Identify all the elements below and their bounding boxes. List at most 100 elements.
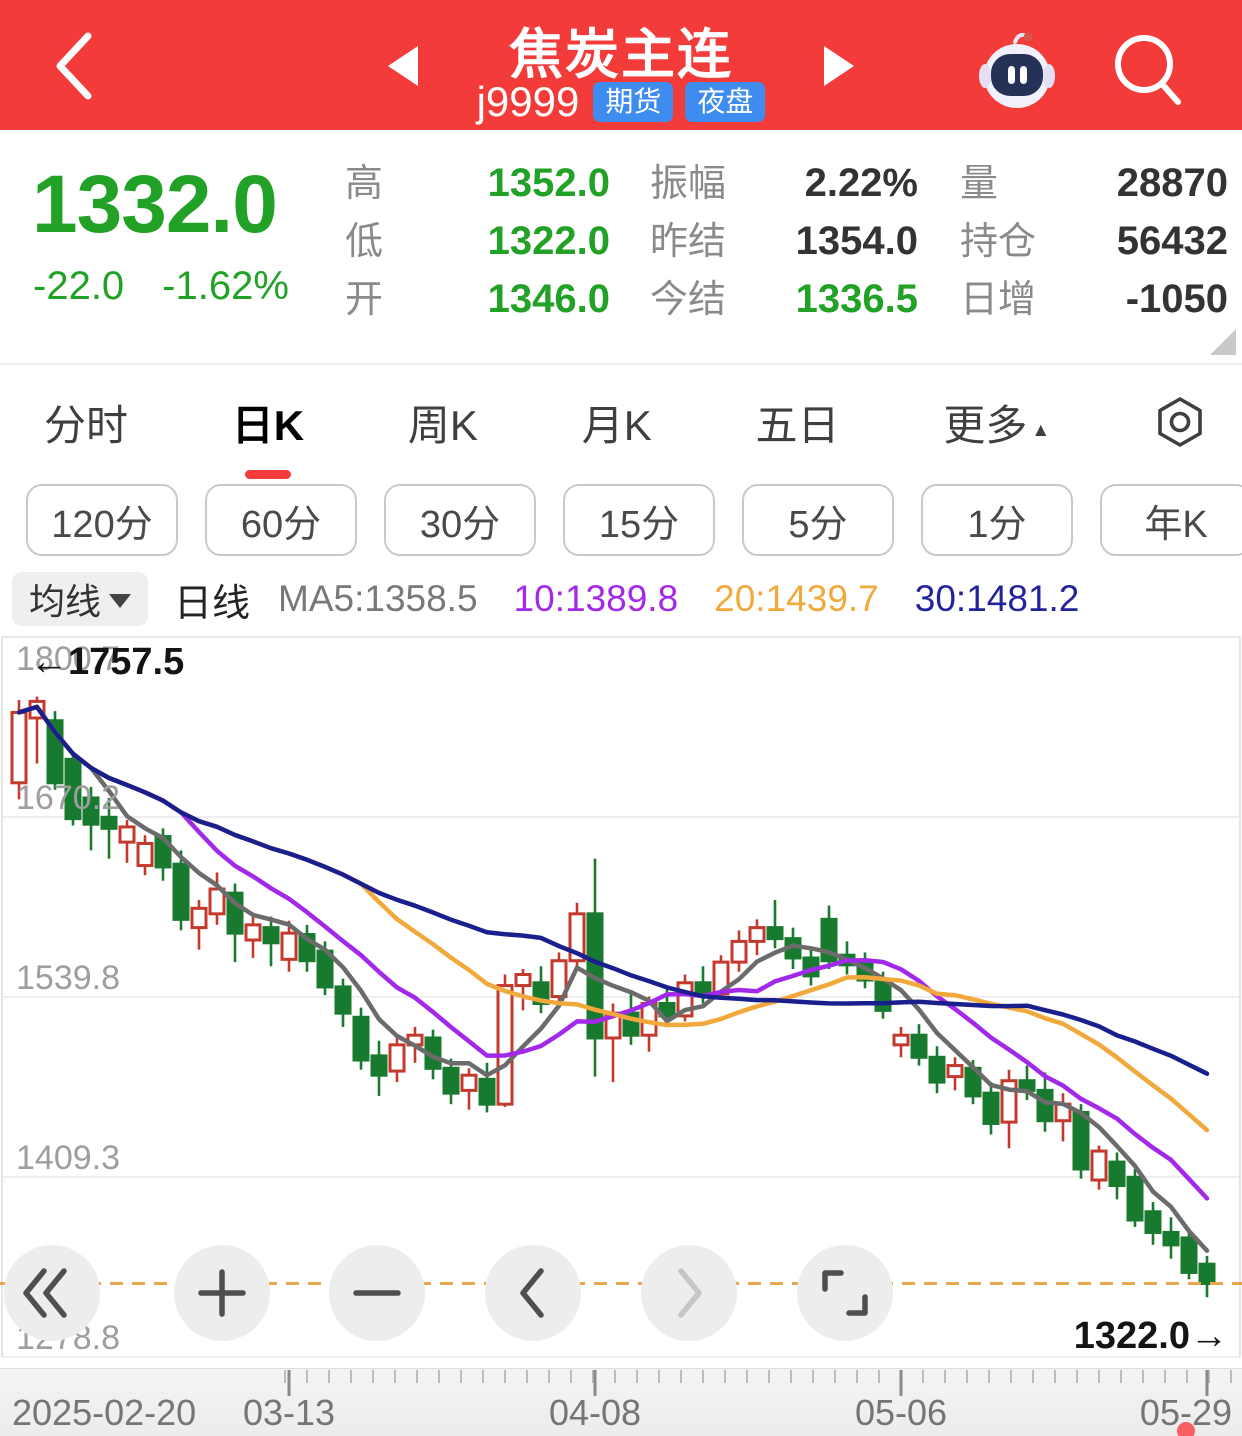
candle-body <box>568 912 586 963</box>
quote-field-value: 1322.0 <box>487 219 610 263</box>
subtab-120分[interactable]: 120分 <box>26 484 178 556</box>
ma-selector-button[interactable]: 均线 <box>12 572 148 626</box>
tab-月K[interactable]: 月K <box>581 401 652 449</box>
quote-column: 高 1352.0 低 1322.0 开 1346.0 <box>345 152 610 321</box>
quote-field: 昨结 1354.0 <box>650 210 918 263</box>
ma-value-10: 10:1389.8 <box>513 578 679 619</box>
candle-body <box>460 1073 478 1092</box>
candle-body <box>1180 1236 1198 1274</box>
change-value: -22.0 <box>33 264 125 308</box>
period-tab-bar: 分时 日K 周K 月K 五日 更多 ▲ <box>0 374 1242 479</box>
candle-body <box>1108 1160 1126 1188</box>
quote-field-label: 量 <box>960 163 999 205</box>
x-axis-label: 05-06 <box>855 1392 947 1433</box>
zoom-in-button[interactable] <box>174 1245 270 1341</box>
ma-period-label: 日线 <box>174 582 251 625</box>
candle-body <box>730 939 748 964</box>
chevron-down-icon <box>109 594 131 608</box>
night-session-badge: 夜盘 <box>685 82 766 122</box>
candle-body <box>370 1054 388 1077</box>
quote-field-value: -1050 <box>1125 277 1228 321</box>
quote-field: 持仓 56432 <box>960 210 1228 263</box>
candle-body <box>82 796 100 826</box>
candle-body <box>190 906 208 930</box>
subtab-年K[interactable]: 年K <box>1100 484 1242 556</box>
period-high-marker: ←1757.5 <box>30 641 184 683</box>
x-axis-label: 04-08 <box>549 1392 641 1433</box>
back-icon[interactable] <box>50 30 98 102</box>
tab-更多[interactable]: 更多 ▲ <box>943 401 1051 449</box>
quote-field: 振幅 2.22% <box>650 152 918 205</box>
quote-field: 高 1352.0 <box>345 152 610 205</box>
y-axis-label: 1800.7 <box>16 640 120 678</box>
assistant-robot-icon[interactable] <box>975 28 1059 112</box>
candlestick-chart[interactable]: 1800.71670.21539.81409.31278.8←1757.5132… <box>0 628 1242 1368</box>
candle-body <box>748 926 766 943</box>
ma10-line <box>16 704 1210 1201</box>
change-percent: -1.62% <box>162 264 289 308</box>
quote-field-label: 今结 <box>650 279 727 321</box>
tab-日K[interactable]: 日K <box>232 392 304 479</box>
price-change: -22.0 -1.62% <box>33 264 327 309</box>
quote-field-value: 28870 <box>1116 161 1228 205</box>
candle-body <box>514 973 532 988</box>
search-icon[interactable] <box>1104 26 1194 116</box>
tab-分时[interactable]: 分时 <box>44 401 129 449</box>
pan-right-icon <box>678 1268 702 1318</box>
quote-panel: 1332.0 -22.0 -1.62% 高 1352.0 低 1322.0 开 1346.0… <box>0 130 1242 363</box>
tab-周K[interactable]: 周K <box>407 401 478 449</box>
candle-body <box>64 757 82 821</box>
candle-body <box>118 825 136 844</box>
quote-field-value: 56432 <box>1116 219 1228 263</box>
candle-body <box>766 926 784 941</box>
expand-corner-icon[interactable] <box>1210 329 1236 355</box>
quote-field: 量 28870 <box>960 152 1228 205</box>
y-axis-label: 1670.2 <box>16 779 120 817</box>
candle-body <box>1198 1262 1216 1285</box>
pan-left-button[interactable] <box>485 1245 581 1341</box>
latest-session-dot <box>1177 1422 1195 1436</box>
ma30-line <box>16 704 1210 1076</box>
candle-body <box>208 887 226 916</box>
quote-field-value: 1354.0 <box>795 219 918 263</box>
quote-field: 低 1322.0 <box>345 210 610 263</box>
period-low-marker: 1322.0→ <box>1074 1315 1228 1357</box>
ma-legend-row: 均线 日线 MA5:1358.5 10:1389.8 20:1439.7 30:148… <box>0 570 1242 628</box>
candle-body <box>874 978 892 1012</box>
quote-field-label: 昨结 <box>650 221 727 263</box>
pan-right-button[interactable] <box>641 1245 737 1341</box>
tab-五日[interactable]: 五日 <box>755 401 840 449</box>
quote-column: 振幅 2.22% 昨结 1354.0 今结 1336.5 <box>650 152 918 321</box>
subtab-60分[interactable]: 60分 <box>205 484 357 556</box>
x-axis-label: 2025-02-20 <box>12 1392 196 1433</box>
prev-contract-arrow-icon[interactable] <box>388 46 418 86</box>
collapse-left-button[interactable] <box>4 1245 100 1341</box>
collapse-left-icon <box>23 1268 67 1318</box>
chart-settings-icon[interactable] <box>1154 396 1206 448</box>
ma-value-5: MA5:1358.5 <box>278 578 478 619</box>
page-title: 焦炭主连 <box>509 25 733 85</box>
candle-body <box>550 959 568 999</box>
subtab-1分[interactable]: 1分 <box>921 484 1073 556</box>
zoom-out-button[interactable] <box>329 1245 425 1341</box>
candle-body <box>280 931 298 961</box>
candle-body <box>172 862 190 921</box>
candle-body <box>442 1066 460 1095</box>
candle-body <box>694 981 712 996</box>
next-contract-arrow-icon[interactable] <box>824 46 854 86</box>
quote-field-label: 低 <box>345 221 384 263</box>
minute-subtabs: 120分 60分 30分 15分 5分 1分 年K <box>26 484 1242 556</box>
quote-field-value: 1352.0 <box>487 161 610 205</box>
subtab-15分[interactable]: 15分 <box>563 484 715 556</box>
quote-field: 开 1346.0 <box>345 268 610 321</box>
candle-body <box>100 815 118 830</box>
fullscreen-button[interactable] <box>797 1245 893 1341</box>
quote-grid: 高 1352.0 低 1322.0 开 1346.0 振幅 2.22% 昨结 1354.0 今结 13… <box>345 152 1228 321</box>
quote-field: 今结 1336.5 <box>650 268 918 321</box>
ma-value-20: 20:1439.7 <box>714 578 879 619</box>
quote-field-label: 高 <box>345 163 384 205</box>
x-axis-label: 03-13 <box>243 1392 335 1433</box>
subtab-5分[interactable]: 5分 <box>742 484 894 556</box>
subtab-30分[interactable]: 30分 <box>384 484 536 556</box>
x-axis-strip: 2025-02-20 03-13 04-08 05-06 05-29 <box>0 1368 1242 1436</box>
